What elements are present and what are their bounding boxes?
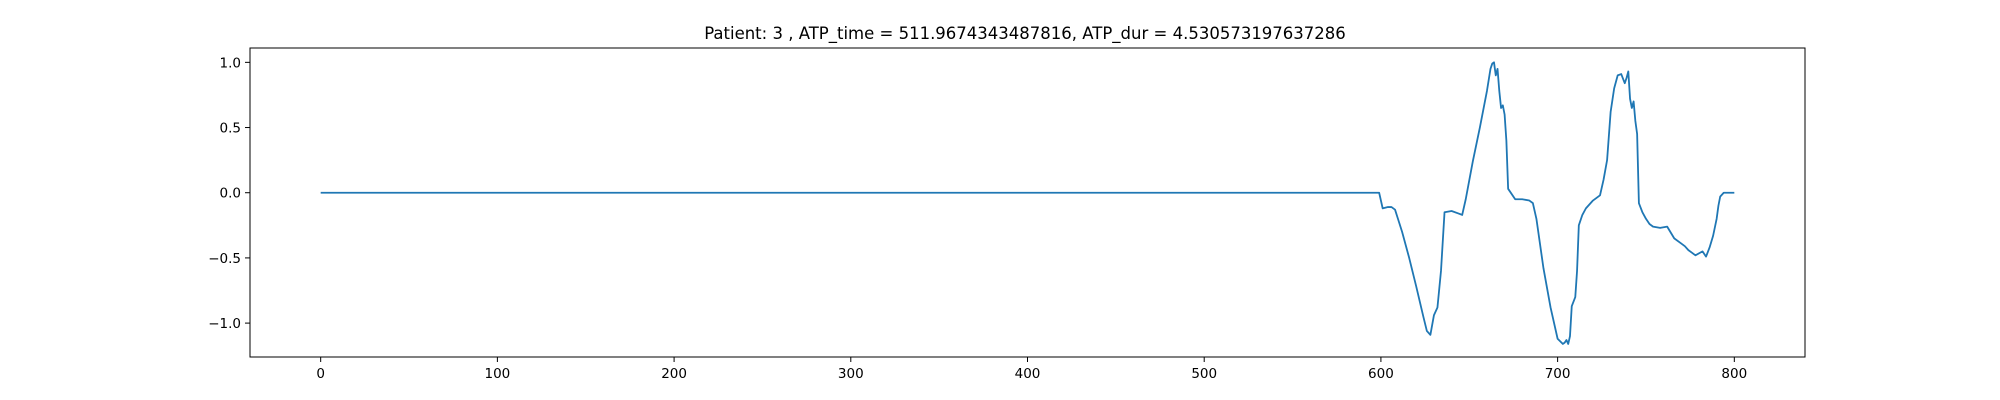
chart-title: Patient: 3 , ATP_time = 511.967434348781…	[704, 24, 1346, 44]
x-tick-label: 800	[1721, 366, 1747, 382]
x-tick-label: 400	[1015, 366, 1041, 382]
y-axis: 1.0 0.5 0.0 −0.5 −1.0	[208, 55, 250, 332]
series-line	[320, 61, 1735, 345]
y-tick-label: −0.5	[208, 251, 241, 267]
y-tick-label: −1.0	[208, 316, 241, 332]
x-tick-label: 500	[1191, 366, 1217, 382]
x-tick-label: 0	[316, 366, 325, 382]
x-axis: 0 100 200 300 400 500 600 700 800	[316, 357, 1747, 382]
y-tick-label: 1.0	[220, 55, 241, 71]
plot-area	[320, 61, 1735, 345]
x-tick-label: 100	[484, 366, 510, 382]
x-tick-label: 200	[661, 366, 687, 382]
x-tick-label: 600	[1368, 366, 1394, 382]
axes-frame	[249, 47, 1806, 358]
y-tick-label: 0.5	[220, 121, 241, 137]
x-tick-label: 700	[1545, 366, 1571, 382]
y-tick-label: 0.0	[220, 186, 241, 202]
x-tick-label: 300	[838, 366, 864, 382]
